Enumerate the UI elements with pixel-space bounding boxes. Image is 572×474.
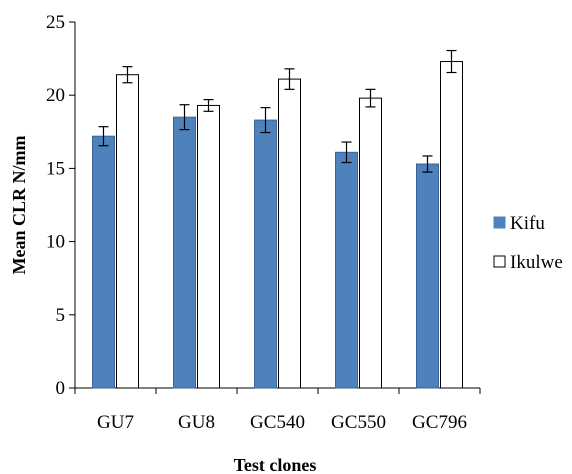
bar-kifu-gc796 (416, 163, 439, 389)
legend: Kifu Ikulwe (493, 213, 563, 273)
bar-kifu-gu7 (92, 135, 115, 389)
y-tick-label: 15 (46, 158, 65, 179)
bar-ikulwe-gc540 (278, 78, 301, 389)
legend-swatch-kifu (493, 216, 506, 229)
x-tick-label: GU8 (178, 412, 215, 433)
legend-label-ikulwe: Ikulwe (510, 252, 563, 273)
bar-ikulwe-gu8 (197, 104, 220, 389)
bar-ikulwe-gu7 (116, 74, 139, 389)
legend-item-kifu: Kifu (493, 213, 545, 234)
bar-kifu-gu8 (173, 116, 196, 389)
legend-label-kifu: Kifu (510, 213, 545, 234)
bars (92, 49, 463, 389)
y-tick-label: 5 (56, 305, 66, 326)
bar-kifu-gc550 (335, 151, 358, 389)
bar-ikulwe-gc796 (440, 61, 463, 389)
x-tick-label: GC550 (331, 412, 386, 433)
legend-item-ikulwe: Ikulwe (493, 252, 563, 273)
bar-kifu-gc540 (254, 119, 277, 389)
y-tick-label: 10 (46, 232, 65, 253)
legend-swatch-ikulwe (493, 255, 506, 268)
x-tick-label: GC540 (250, 412, 305, 433)
y-tick-label: 25 (46, 12, 65, 33)
x-ticks: GU7 GU8 GC540 GC550 GC796 (74, 388, 481, 433)
x-tick-label: GU7 (97, 412, 134, 433)
y-tick-label: 0 (56, 378, 66, 399)
y-ticks: 0 5 10 15 20 25 (46, 12, 75, 399)
plot-area: 0 5 10 15 20 25 GU7 GU8 GC540 GC550 GC796 (46, 12, 481, 433)
y-tick-label: 20 (46, 85, 65, 106)
x-axis-title: Test clones (234, 455, 317, 474)
bar-ikulwe-gc550 (359, 97, 382, 389)
x-tick-label: GC796 (412, 412, 467, 433)
y-axis-title: Mean CLR N/mm (9, 136, 29, 275)
